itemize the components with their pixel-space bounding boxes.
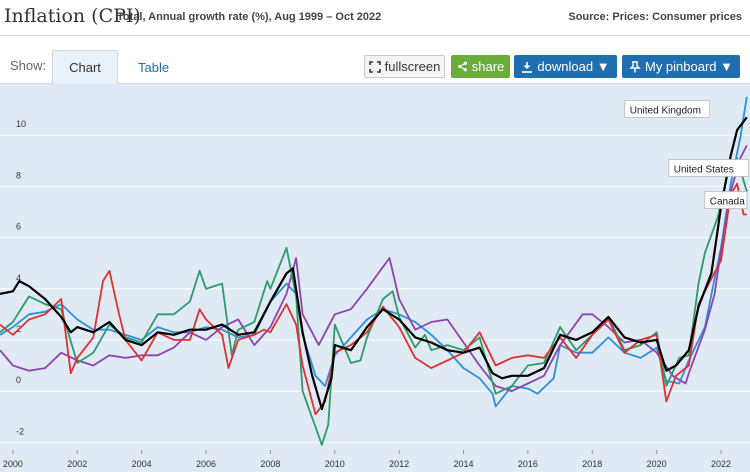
fullscreen-button[interactable]: fullscreen <box>364 55 445 78</box>
x-tick-label: 2018 <box>582 459 602 469</box>
page-subtitle: Total, Annual growth rate (%), Aug 1999 … <box>117 11 382 23</box>
source-note: Source: Prices: Consumer prices <box>568 11 742 23</box>
page-header: Inflation (CPI) Total, Annual growth rat… <box>0 0 750 36</box>
download-icon <box>522 61 533 73</box>
tab-chart[interactable]: Chart <box>52 50 118 84</box>
callout-label: United Kingdom <box>630 105 701 116</box>
y-tick-label: 4 <box>16 273 21 283</box>
fullscreen-icon <box>368 60 381 73</box>
y-tick-label: 10 <box>16 119 26 129</box>
x-tick-label: 2022 <box>711 459 731 469</box>
y-tick-label: 6 <box>16 222 21 232</box>
download-button[interactable]: download ▼ <box>514 55 617 78</box>
x-tick-label: 2000 <box>3 459 23 469</box>
y-tick-label: 0 <box>16 375 21 385</box>
show-label: Show: <box>10 58 47 73</box>
page-title: Inflation (CPI) <box>4 5 141 27</box>
series-line <box>0 182 747 416</box>
x-tick-label: 2016 <box>518 459 538 469</box>
x-tick-label: 2010 <box>325 459 345 469</box>
series-line <box>0 157 748 446</box>
x-tick-label: 2014 <box>454 459 474 469</box>
chart-toolbar: Show: Chart Table fullscreen share downl… <box>0 48 750 84</box>
series-line <box>0 96 748 408</box>
callout-box <box>624 100 711 118</box>
tab-table[interactable]: Table <box>138 59 170 75</box>
y-tick-label: -2 <box>16 426 24 436</box>
callout-box <box>668 159 749 177</box>
pinboard-button[interactable]: My pinboard ▼ <box>622 55 740 78</box>
share-icon <box>457 61 467 72</box>
share-button[interactable]: share <box>451 55 510 78</box>
x-tick-label: 2006 <box>196 459 216 469</box>
y-tick-label: 8 <box>16 170 21 180</box>
pinboard-label: My pinboard ▼ <box>644 59 734 74</box>
pin-icon <box>629 60 641 72</box>
callout-label: United States <box>674 164 734 175</box>
callout-box <box>704 191 748 209</box>
download-label: download ▼ <box>537 59 610 74</box>
share-label: share <box>471 59 505 74</box>
x-tick-label: 2002 <box>67 459 87 469</box>
fullscreen-label: fullscreen <box>384 59 441 74</box>
x-tick-label: 2008 <box>260 459 280 469</box>
x-tick-label: 2004 <box>132 459 152 469</box>
callout-label: Canada <box>710 197 745 208</box>
x-tick-label: 2012 <box>389 459 409 469</box>
series-line <box>0 144 748 392</box>
x-tick-label: 2020 <box>647 459 667 469</box>
series-line <box>0 116 748 411</box>
